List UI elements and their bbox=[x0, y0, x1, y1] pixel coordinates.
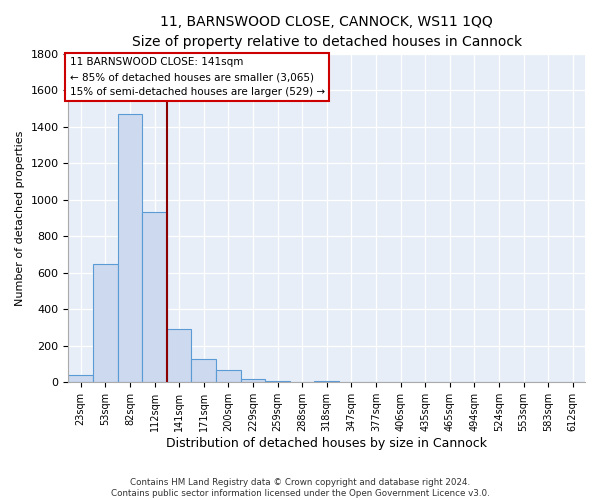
Bar bbox=[216, 370, 241, 382]
Bar bbox=[93, 264, 118, 382]
Bar bbox=[68, 375, 93, 382]
Text: Contains HM Land Registry data © Crown copyright and database right 2024.
Contai: Contains HM Land Registry data © Crown c… bbox=[110, 478, 490, 498]
Bar bbox=[142, 212, 167, 382]
Y-axis label: Number of detached properties: Number of detached properties bbox=[15, 130, 25, 306]
X-axis label: Distribution of detached houses by size in Cannock: Distribution of detached houses by size … bbox=[166, 437, 487, 450]
Bar bbox=[191, 358, 216, 382]
Text: 11 BARNSWOOD CLOSE: 141sqm
← 85% of detached houses are smaller (3,065)
15% of s: 11 BARNSWOOD CLOSE: 141sqm ← 85% of deta… bbox=[70, 58, 325, 97]
Bar bbox=[167, 330, 191, 382]
Bar bbox=[241, 378, 265, 382]
Bar bbox=[314, 381, 339, 382]
Title: 11, BARNSWOOD CLOSE, CANNOCK, WS11 1QQ
Size of property relative to detached hou: 11, BARNSWOOD CLOSE, CANNOCK, WS11 1QQ S… bbox=[131, 15, 522, 48]
Bar bbox=[118, 114, 142, 382]
